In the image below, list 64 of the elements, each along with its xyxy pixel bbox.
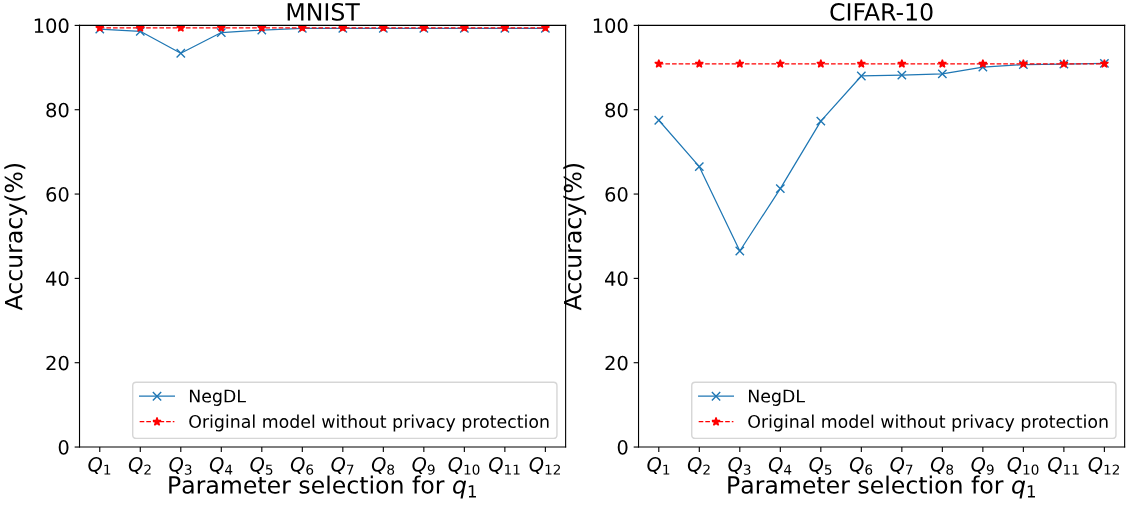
point <box>694 58 704 68</box>
y-tick-label: 40 <box>605 271 628 287</box>
y-tick-label: 60 <box>605 187 628 202</box>
x-tick-label: Q$_{1}$ <box>647 456 670 475</box>
x-tick-label: Q$_{3}$ <box>169 456 192 475</box>
point <box>977 62 988 73</box>
x-tick-label: Q$_{9}$ <box>412 456 435 475</box>
y-tick-label: 80 <box>46 102 69 118</box>
point <box>775 183 786 194</box>
x-tick-label: Q$_{1}$ <box>88 456 111 475</box>
x-tick-label: Q$_{9}$ <box>971 456 994 475</box>
x-tick-label: Q$_{4}$ <box>209 456 233 475</box>
legend-label: Original model without privacy protection <box>189 414 549 432</box>
y-tick-label: 80 <box>605 102 628 118</box>
point <box>734 246 745 256</box>
x-tick-label: Q$_{11}$ <box>1048 456 1079 475</box>
y-tick-label: 0 <box>58 440 69 455</box>
x-tick-label: Q$_{8}$ <box>930 456 954 475</box>
point <box>815 116 826 126</box>
x-tick-label: Q$_{3}$ <box>728 456 751 475</box>
chart-title: MNIST <box>287 2 360 21</box>
point <box>653 115 664 126</box>
x-tick-label: Q$_{7}$ <box>331 456 354 475</box>
point <box>856 71 867 81</box>
x-tick-label: Q$_{10}$ <box>448 456 480 475</box>
x-tick-label: Q$_{11}$ <box>489 456 520 475</box>
y-tick-label: 100 <box>593 18 628 34</box>
x-tick-label: Q$_{5}$ <box>809 456 832 475</box>
y-axis-title: Accuracy(%) <box>563 163 587 311</box>
x-tick-label: Q$_{6}$ <box>290 456 314 475</box>
point <box>856 58 866 68</box>
y-tick-label: 100 <box>34 18 69 34</box>
x-tick-label: Q$_{12}$ <box>1088 456 1120 475</box>
y-tick-label: 20 <box>605 355 628 371</box>
point <box>654 58 664 68</box>
x-tick-label: Q$_{8}$ <box>371 456 395 475</box>
x-tick-label: Q$_{5}$ <box>250 456 273 475</box>
x-tick-label: Q$_{4}$ <box>768 456 792 475</box>
point <box>896 70 907 81</box>
point <box>937 69 948 79</box>
point <box>816 58 826 68</box>
x-axis-title: Parameter selection for q$_{1}$ <box>169 475 476 499</box>
point <box>694 161 705 172</box>
x-tick-label: Q$_{2}$ <box>128 456 151 475</box>
y-tick-label: 20 <box>46 355 69 371</box>
chart-title: CIFAR-10 <box>830 2 933 21</box>
point <box>775 58 785 68</box>
y-axis-title: Accuracy(%) <box>4 163 28 311</box>
legend-label: NegDL <box>189 389 246 406</box>
x-axis-title: Parameter selection for q$_{1}$ <box>728 475 1035 499</box>
y-tick-label: 0 <box>617 440 628 455</box>
y-tick-label: 40 <box>46 271 69 287</box>
x-tick-label: Q$_{10}$ <box>1007 456 1039 475</box>
x-tick-label: Q$_{6}$ <box>849 456 873 475</box>
x-tick-label: Q$_{7}$ <box>890 456 913 475</box>
point <box>735 58 745 68</box>
x-tick-label: Q$_{12}$ <box>529 456 560 475</box>
x-tick-label: Q$_{2}$ <box>687 456 710 475</box>
legend-label: Original model without privacy protection <box>748 414 1108 432</box>
point <box>937 58 948 68</box>
point <box>978 58 988 68</box>
legend-label: NegDL <box>748 389 805 406</box>
point <box>897 58 907 68</box>
y-tick-label: 60 <box>46 187 69 202</box>
